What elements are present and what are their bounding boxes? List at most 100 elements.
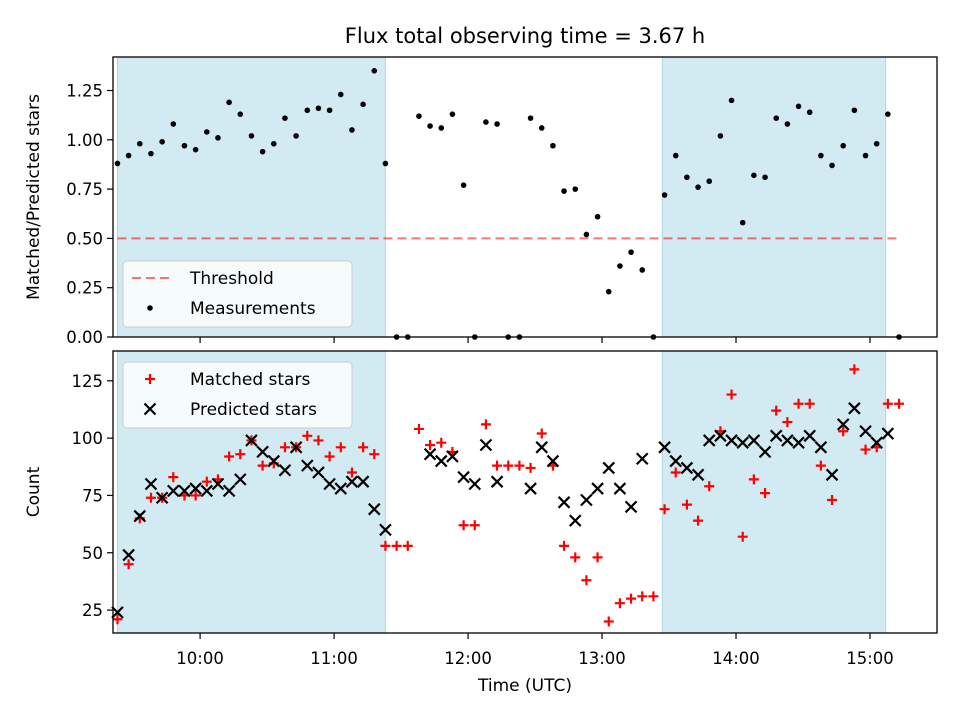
predicted-star-point bbox=[312, 466, 325, 479]
matched-star-point bbox=[827, 495, 838, 506]
measurement-point bbox=[706, 178, 713, 185]
measurement-point bbox=[873, 140, 880, 147]
matched-star-point bbox=[145, 492, 156, 503]
top-panel: 0.00 0.25 0.50 0.75 1.00 1.25 Threshold Measure… bbox=[66, 56, 938, 347]
measurement-point bbox=[639, 267, 646, 273]
predicted-star-point bbox=[714, 429, 727, 443]
matched-star-point bbox=[637, 591, 648, 602]
x-tick-label: 14:00 bbox=[712, 649, 760, 668]
predicted-star-point bbox=[658, 441, 671, 454]
measurement-point bbox=[538, 125, 545, 131]
predicted-star-point bbox=[434, 454, 448, 468]
matched-star-point bbox=[279, 442, 290, 453]
predicted-star-point bbox=[747, 434, 761, 447]
measurement-point bbox=[270, 140, 277, 147]
matched-star-point bbox=[458, 520, 469, 531]
matched-star-point bbox=[536, 428, 547, 439]
matched-star-point bbox=[882, 398, 893, 409]
predicted-star-point bbox=[345, 475, 359, 488]
predicted-star-point bbox=[178, 484, 191, 498]
matched-star-point bbox=[413, 423, 424, 434]
predicted-star-point bbox=[881, 427, 895, 440]
x-axis-label: Time (UTC) bbox=[477, 676, 572, 696]
matched-star-point bbox=[436, 437, 447, 448]
legend-measurement-swatch bbox=[147, 305, 153, 311]
measurement-point bbox=[818, 152, 824, 159]
legend-matched-swatch bbox=[145, 374, 155, 384]
predicted-star-point bbox=[758, 445, 772, 459]
predicted-star-point bbox=[669, 454, 683, 468]
bottom-y-axis-label: Count bbox=[24, 466, 44, 517]
measurement-point bbox=[751, 172, 757, 179]
bottom-y-tick-label: 100 bbox=[72, 429, 104, 448]
predicted-star-point bbox=[222, 484, 236, 498]
measurement-point bbox=[427, 123, 433, 129]
predicted-star-point bbox=[725, 434, 738, 447]
measurement-point bbox=[695, 184, 701, 190]
predicted-star-point bbox=[524, 482, 537, 495]
matched-star-point bbox=[748, 474, 759, 485]
measurement-point bbox=[192, 146, 199, 153]
matched-star-point bbox=[782, 417, 793, 428]
measurement-point bbox=[237, 111, 244, 117]
measurement-point bbox=[416, 113, 422, 119]
x-tick-label: 10:00 bbox=[176, 649, 224, 668]
matched-star-point bbox=[335, 442, 346, 453]
measurement-point bbox=[840, 142, 847, 149]
predicted-star-point bbox=[736, 436, 750, 449]
matched-star-point bbox=[581, 575, 592, 586]
measurement-point bbox=[851, 107, 858, 114]
matched-star-point bbox=[168, 472, 179, 483]
predicted-star-point bbox=[457, 470, 470, 484]
figure-title: Flux total observing time = 3.67 h bbox=[345, 24, 705, 48]
matched-star-point bbox=[681, 499, 692, 510]
predicted-star-point bbox=[200, 484, 214, 498]
measurement-point bbox=[449, 111, 456, 117]
measurement-point bbox=[773, 115, 780, 121]
measurement-point bbox=[170, 121, 177, 127]
predicted-star-point bbox=[300, 459, 314, 472]
measurement-point bbox=[527, 115, 534, 121]
predicted-star-point bbox=[591, 482, 604, 495]
matched-star-point bbox=[369, 449, 380, 460]
bottom-shaded-interval-1 bbox=[661, 350, 887, 634]
bottom-legend-box bbox=[122, 361, 353, 429]
matched-star-point bbox=[592, 552, 603, 563]
measurement-point bbox=[483, 119, 489, 125]
matched-star-point bbox=[324, 451, 335, 462]
top-y-tick-label: 0.75 bbox=[66, 180, 103, 199]
predicted-star-point bbox=[446, 450, 459, 463]
matched-star-point bbox=[525, 462, 536, 473]
bottom-y-tick-label: 125 bbox=[72, 372, 104, 391]
matched-star-point bbox=[514, 460, 525, 471]
measurement-point bbox=[739, 219, 746, 226]
measurement-point bbox=[181, 142, 188, 149]
measurement-point bbox=[304, 107, 311, 114]
measurement-point bbox=[215, 135, 221, 141]
top-axes-frame bbox=[112, 56, 938, 338]
top-y-tick-label: 0.25 bbox=[66, 279, 103, 298]
bottom-y-tick-label: 25 bbox=[82, 601, 103, 620]
predicted-star-point bbox=[814, 441, 828, 454]
measurement-point bbox=[438, 125, 445, 131]
measurement-point bbox=[862, 152, 869, 159]
measurement-point bbox=[550, 142, 556, 149]
matched-star-point bbox=[112, 614, 123, 625]
measurement-point bbox=[337, 91, 344, 98]
matched-star-point bbox=[480, 419, 491, 430]
predicted-star-point bbox=[859, 424, 872, 438]
x-tick-label: 15:00 bbox=[846, 649, 894, 668]
measurement-point bbox=[159, 138, 165, 145]
matched-star-point bbox=[603, 616, 614, 627]
predicted-star-point bbox=[133, 509, 147, 523]
predicted-star-point bbox=[468, 477, 482, 491]
measurement-point bbox=[829, 162, 835, 169]
measurement-point bbox=[728, 97, 735, 104]
top-y-tick-label: 1.25 bbox=[66, 82, 103, 101]
measurement-point bbox=[806, 109, 813, 116]
top-y-axis-label: Matched/Predicted stars bbox=[24, 94, 44, 300]
matched-star-point bbox=[648, 591, 659, 602]
bottom-y-tick-label: 75 bbox=[82, 486, 103, 505]
measurement-point bbox=[315, 105, 322, 112]
